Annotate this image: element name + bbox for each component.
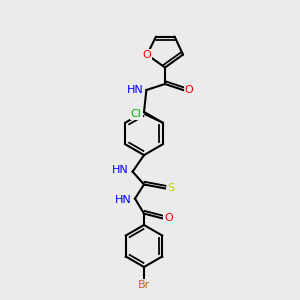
Text: O: O <box>184 85 194 95</box>
Text: O: O <box>142 50 152 60</box>
Text: HN: HN <box>115 195 131 205</box>
Text: HN: HN <box>112 165 129 175</box>
Text: Cl: Cl <box>131 109 142 119</box>
Text: S: S <box>167 183 175 194</box>
Text: O: O <box>164 213 173 224</box>
Text: Br: Br <box>138 280 150 290</box>
Text: HN: HN <box>127 85 143 95</box>
